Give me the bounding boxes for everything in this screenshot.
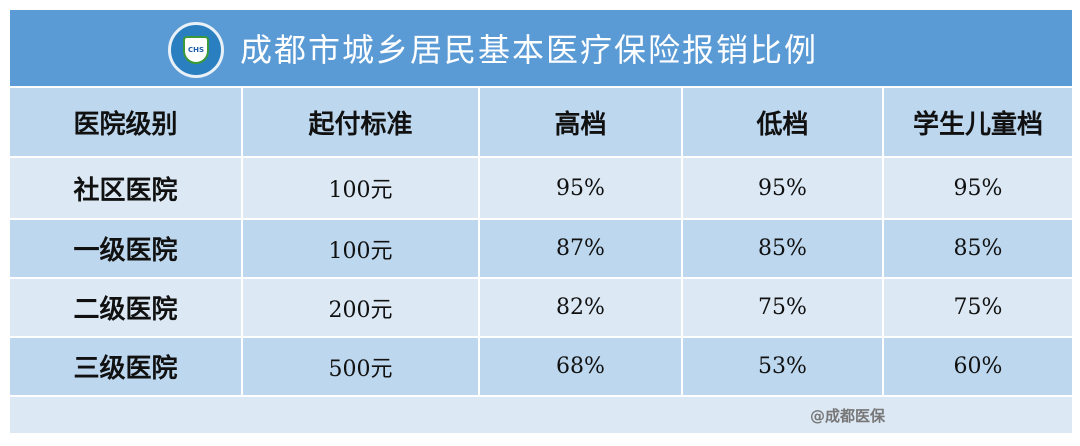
table-cell: 100元 xyxy=(243,220,480,277)
header-cell: 高档 xyxy=(480,88,683,156)
table-cell: 500元 xyxy=(243,338,480,395)
table-cell: 一级医院 xyxy=(10,220,243,277)
table-cell: 95% xyxy=(683,158,884,218)
header-cell: 学生儿童档 xyxy=(912,109,1043,140)
table-cell: 85% xyxy=(953,236,1003,261)
logo-icon: CHS xyxy=(168,22,224,78)
table-cell: 200元 xyxy=(243,279,480,336)
table-row: 三级医院 500元 68% 53% 60% xyxy=(10,338,1072,397)
footer: @成都医保 xyxy=(10,397,1072,433)
watermark: @成都医保 xyxy=(810,407,886,425)
table-cell: 85% xyxy=(683,220,884,277)
header-cell: 起付标准 xyxy=(243,88,480,156)
table-row: 一级医院 100元 87% 85% 85% xyxy=(10,220,1072,279)
table-cell: 三级医院 xyxy=(10,338,243,395)
table-row: 社区医院 100元 95% 95% 95% xyxy=(10,158,1072,220)
table-cell: 二级医院 xyxy=(10,279,243,336)
table-cell: 75% xyxy=(683,279,884,336)
table-cell: 95% xyxy=(953,175,1003,201)
table-cell: 60% xyxy=(953,354,1003,379)
insurance-table: CHS 成都市城乡居民基本医疗保险报销比例 医院级别 起付标准 高档 低档 学生… xyxy=(10,10,1072,433)
title-bar: CHS 成都市城乡居民基本医疗保险报销比例 xyxy=(10,10,1072,88)
page-title: 成都市城乡居民基本医疗保险报销比例 xyxy=(240,31,819,69)
table-cell: 82% xyxy=(480,279,683,336)
header-cell: 医院级别 xyxy=(10,88,243,156)
table-row: 二级医院 200元 82% 75% 75% xyxy=(10,279,1072,338)
header-cell: 低档 xyxy=(683,88,884,156)
table-cell: 53% xyxy=(683,338,884,395)
table-cell: 95% xyxy=(480,158,683,218)
header-row: 医院级别 起付标准 高档 低档 学生儿童档 xyxy=(10,88,1072,158)
table-cell: 75% xyxy=(953,295,1003,320)
table-cell: 社区医院 xyxy=(10,158,243,218)
table-cell: 68% xyxy=(480,338,683,395)
table-cell: 87% xyxy=(480,220,683,277)
table-cell: 100元 xyxy=(243,158,480,218)
